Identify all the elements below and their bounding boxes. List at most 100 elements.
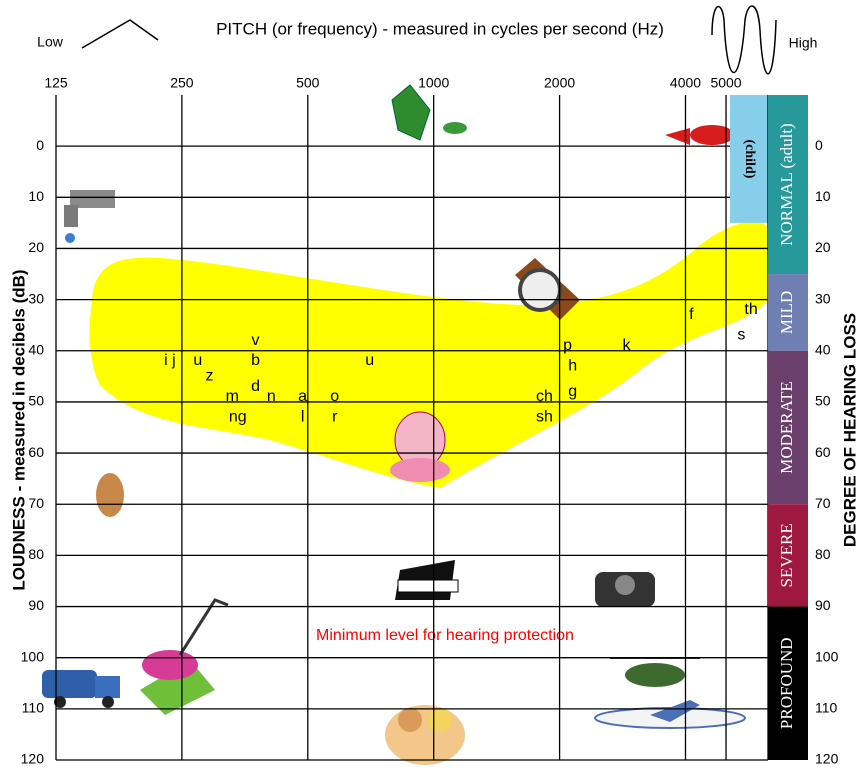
y-tick-label: 10	[28, 188, 44, 204]
y2-tick-label: 90	[815, 597, 831, 613]
y-tick-label: 90	[28, 597, 44, 613]
degree-band	[768, 504, 808, 607]
low-label: Low	[37, 34, 64, 50]
degree-label: MILD	[777, 291, 796, 334]
faucet-icon	[70, 190, 115, 208]
speech-sound: ng	[229, 408, 247, 425]
band-icon	[428, 708, 452, 732]
grid	[56, 95, 768, 761]
banana-layer	[89, 221, 769, 489]
y2-tick-label: 120	[815, 751, 839, 767]
phone-icon	[615, 575, 635, 595]
mower-icon	[142, 650, 198, 680]
degree-label: MODERATE	[777, 381, 796, 474]
child-band	[730, 95, 768, 223]
high-wave	[711, 5, 777, 75]
y2-tick-label: 60	[815, 444, 831, 460]
speech-sound: g	[568, 383, 577, 400]
speech-sound: b	[251, 352, 260, 369]
y2-tick-label: 70	[815, 495, 831, 511]
speech-sound: d	[251, 378, 260, 395]
y2-tick-label: 0	[815, 137, 823, 153]
x-tick-label: 4000	[670, 75, 701, 91]
speech-banana	[89, 221, 769, 489]
degree-band	[768, 606, 808, 760]
speech-sound: n	[267, 388, 276, 405]
speech-sound: l	[301, 408, 305, 425]
speech-sound: o	[330, 388, 339, 405]
y-tick-label: 50	[28, 393, 44, 409]
y-tick-label: 120	[21, 751, 45, 767]
speech-sound: a	[298, 388, 307, 405]
y-tick-label: 110	[22, 700, 45, 716]
low-wave	[81, 19, 159, 49]
leaf-icon	[443, 122, 467, 134]
y-tick-label: 30	[28, 290, 44, 306]
y-axis-label: LOUDNESS - measured in decibels (dB)	[9, 269, 28, 590]
y2-tick-label: 80	[815, 546, 831, 562]
faucet-icon	[64, 205, 78, 227]
truck-icon	[42, 670, 97, 698]
speech-sound: th	[744, 301, 757, 318]
y2-tick-label: 30	[815, 290, 831, 306]
speech-sound: m	[226, 388, 239, 405]
truck-icon	[102, 696, 114, 708]
bird-icon	[690, 125, 734, 145]
bird-icon	[665, 128, 690, 145]
speech-sound: v	[252, 332, 260, 349]
child-band-label: (child)	[742, 139, 757, 178]
speech-sound: f	[689, 306, 694, 323]
x-tick-label: 1000	[418, 75, 449, 91]
high-label: High	[789, 35, 818, 51]
band-icon	[398, 708, 422, 732]
chart-title: PITCH (or frequency) - measured in cycle…	[216, 19, 664, 38]
watch-icon	[518, 268, 562, 312]
y-tick-label: 0	[36, 137, 44, 153]
y2-axis-label: DEGREE OF HEARING LOSS	[840, 313, 859, 547]
helicopter-icon	[625, 663, 685, 687]
band-icon	[385, 705, 465, 765]
truck-icon	[54, 696, 66, 708]
y2-tick-label: 110	[815, 700, 838, 716]
speech-sound: sh	[536, 408, 553, 425]
degree-label: NORMAL (adult)	[777, 123, 796, 246]
mower-icon	[178, 598, 229, 656]
x-tick-label: 500	[296, 75, 320, 91]
speech-sound: ch	[536, 388, 553, 405]
x-tick-label: 125	[44, 75, 68, 91]
degree-band	[768, 95, 808, 275]
y2-tick-label: 20	[815, 239, 831, 255]
dog-icon	[96, 473, 124, 517]
y2-tick-label: 50	[815, 393, 831, 409]
piano-icon	[397, 579, 459, 593]
x-tick-label: 5000	[710, 75, 741, 91]
speech-sound: k	[622, 337, 631, 354]
y-tick-label: 100	[21, 648, 45, 664]
speech-sound: i j	[164, 352, 176, 369]
faucet-icon	[65, 233, 75, 243]
annotation: Minimum level for hearing protection	[316, 627, 574, 644]
mower-icon	[140, 660, 215, 715]
degree-band	[768, 274, 808, 351]
degree-band	[768, 350, 808, 505]
y-tick-label: 60	[28, 444, 44, 460]
truck-icon	[95, 676, 120, 698]
x-tick-label: 250	[170, 75, 194, 91]
y-tick-label: 80	[28, 546, 44, 562]
y-tick-label: 70	[28, 495, 44, 511]
speech-sound: h	[568, 357, 577, 374]
baby-icon	[390, 458, 450, 482]
speech-sound: z	[205, 368, 213, 385]
y2-tick-label: 40	[815, 341, 831, 357]
x-tick-label: 2000	[544, 75, 575, 91]
speech-sound: u	[365, 352, 374, 369]
speech-sound: s	[737, 327, 745, 344]
leaf-icon	[391, 84, 431, 141]
plane-icon	[650, 700, 700, 722]
y-tick-label: 40	[28, 341, 44, 357]
degree-label: PROFOUND	[777, 637, 796, 729]
speech-sound: p	[563, 337, 572, 354]
speech-sound: u	[193, 352, 202, 369]
speech-sound: r	[332, 408, 338, 425]
